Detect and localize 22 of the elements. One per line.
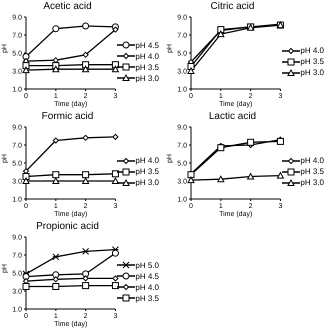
legend-label: pH 3.0 [300,68,324,77]
legend-label: pH 3.5 [135,62,159,72]
legend-label: pH 3.5 [300,57,324,66]
legend-label: pH 3.5 [300,167,324,176]
legend-label: pH 4.5 [135,272,159,280]
legend-label: pH 4.5 [135,40,159,50]
legend-label: pH 3.5 [135,294,159,302]
chart-title: Citric acid [210,0,256,13]
legend-label: pH 3.0 [135,74,159,82]
legend-label: pH 4.0 [135,52,159,60]
legend-label: pH 4.0 [135,282,159,292]
legend-label: pH 3.0 [300,178,324,187]
chart-title: Propionic acid [35,220,100,233]
chart-title: Formic acid [40,110,94,123]
chart-title: Lactic acid [208,110,258,123]
chart-title: Acetic acid [42,0,93,13]
legend-label: pH 4.0 [135,156,159,165]
legend-label: pH 3.5 [135,167,159,176]
legend-label: pH 4.0 [300,156,324,165]
legend-label: pH 5.0 [135,260,159,270]
legend-label: pH 4.0 [300,46,324,55]
legend-label: pH 3.0 [135,178,159,187]
